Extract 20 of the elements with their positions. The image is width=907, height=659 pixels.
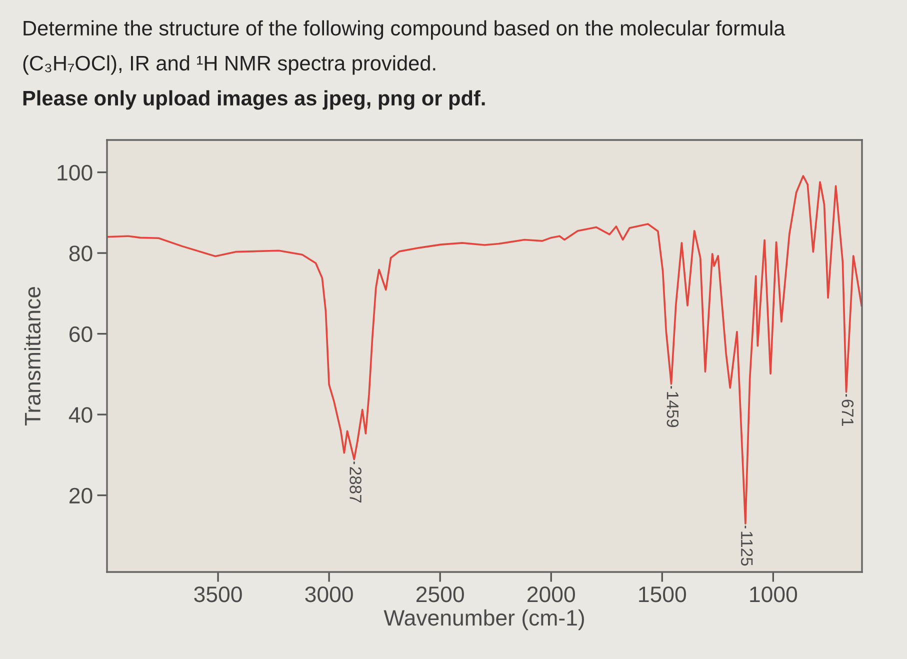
x-tick-label: 2000	[528, 586, 575, 602]
y-tick-label: 80	[69, 246, 92, 262]
x-tick-label: 3500	[194, 586, 242, 602]
x-tick-label: 3000	[305, 586, 353, 602]
y-tick-label: 40	[68, 407, 92, 423]
x-axis-title: Wavenumber (cm-1)	[384, 609, 584, 630]
x-tick-label: 1500	[639, 586, 686, 602]
x-tick-label: 2500	[416, 586, 464, 602]
chart-title: Determine the structure of the following compound based on the molecular formula (C₃H₇OCl), IR and ¹H NMR spectra provided.	[23, 20, 786, 75]
annotation: 1125	[740, 532, 753, 566]
y-tick-label: 100	[58, 164, 92, 181]
y-tick-label: 20	[70, 488, 92, 504]
line-series	[107, 175, 862, 524]
annotation: 671	[842, 400, 854, 426]
annotation: 2887	[350, 467, 362, 503]
chart-subtitle: Please only upload images as jpeg, png or pdf.	[23, 90, 485, 110]
x-tick-label: 1000	[750, 586, 798, 602]
y-axis-title: Transmittance	[24, 287, 41, 426]
annotation: 1459	[666, 392, 679, 428]
y-tick-label: 60	[70, 326, 92, 342]
